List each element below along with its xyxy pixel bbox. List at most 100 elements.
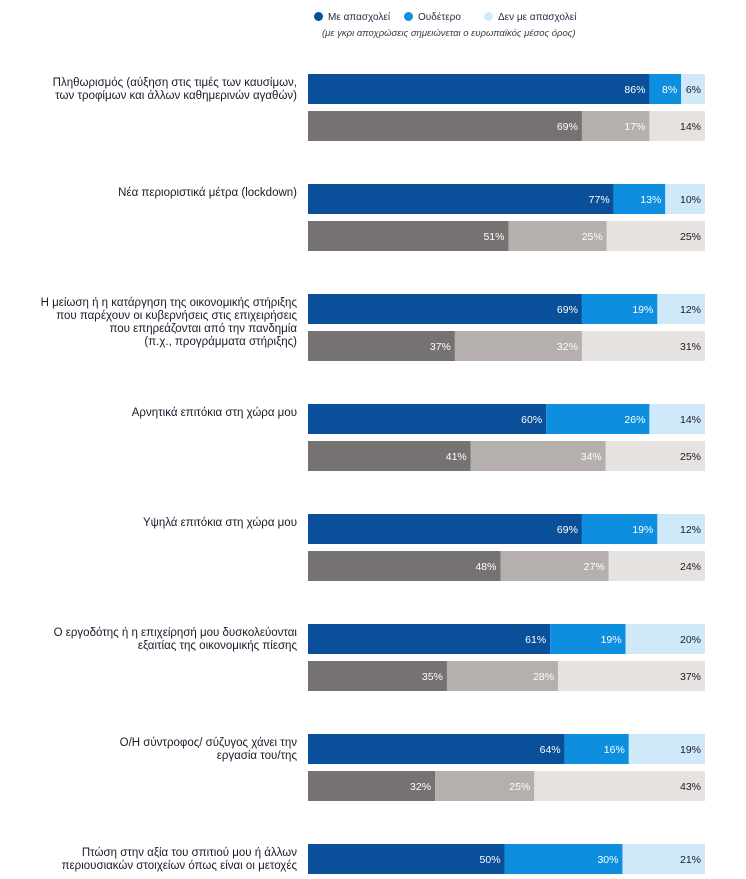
bar-country-3-seg-0 <box>308 404 547 434</box>
legend-item-not-concerned: Δεν με απασχολεί <box>484 11 576 25</box>
legend-swatch-not-concerned <box>484 12 493 21</box>
bar-country-0-seg-0 <box>308 74 650 104</box>
category-label-2-line-3: (π.χ., προγράμματα στήριξης) <box>144 336 297 348</box>
bar-country-5-seg-1 <box>550 624 626 654</box>
bar-country-2-seg-2 <box>657 294 705 324</box>
bar-country-1-seg-2 <box>665 184 705 214</box>
bar-country-0-seg-2 <box>681 74 705 104</box>
category-label-0-line-0: Πληθωρισμός (αύξηση στις τιμές των καυσί… <box>53 77 297 89</box>
bar-label-europe-2-seg-2: 31% <box>680 341 701 353</box>
bar-label-country-3-seg-0: 60% <box>521 414 542 426</box>
bar-country-1-seg-1 <box>613 184 666 214</box>
bar-label-country-5-seg-2: 20% <box>680 634 701 646</box>
category-label-2-line-1: που παρέχουν οι κυβερνήσεις στις επιχειρ… <box>56 310 297 322</box>
bar-country-3-seg-1 <box>546 404 650 434</box>
bar-europe-3-seg-0 <box>308 441 471 471</box>
bar-country-0-seg-1 <box>649 74 682 104</box>
legend-swatch-neutral <box>404 12 413 21</box>
category-label-2-line-0: Η μείωση ή η κατάργηση της οικονομικής σ… <box>41 297 298 309</box>
bar-label-country-2-seg-1: 19% <box>632 304 653 316</box>
bar-country-4-seg-0 <box>308 514 582 544</box>
bar-europe-4-seg-1 <box>500 551 609 581</box>
bar-label-europe-6-seg-2: 43% <box>680 781 701 793</box>
bar-country-4-seg-2 <box>657 514 705 544</box>
bar-label-europe-0-seg-2: 14% <box>680 121 701 133</box>
bar-label-europe-0-seg-0: 69% <box>557 121 578 133</box>
bar-label-europe-2-seg-0: 37% <box>430 341 451 353</box>
bar-label-country-4-seg-2: 12% <box>680 524 701 536</box>
category-label-0-line-1: των τροφίμων και άλλων καθημερινών αγαθώ… <box>55 90 297 102</box>
bar-europe-6-seg-1 <box>435 771 535 801</box>
legend-label-not-concerned: Δεν με απασχολεί <box>498 12 577 23</box>
bar-label-country-6-seg-2: 19% <box>680 744 701 756</box>
category-label-1-line-0: Νέα περιοριστικά μέτρα (lockdown) <box>118 187 297 199</box>
bar-label-country-7-seg-0: 50% <box>480 854 501 866</box>
bar-label-country-0-seg-1: 8% <box>662 84 677 96</box>
bar-label-country-5-seg-0: 61% <box>525 634 546 646</box>
bar-country-7-seg-0 <box>308 844 505 874</box>
bar-label-country-2-seg-2: 12% <box>680 304 701 316</box>
bar-europe-0-seg-0 <box>308 111 582 141</box>
bar-label-country-7-seg-2: 21% <box>680 854 701 866</box>
category-label-5-line-0: Ο εργοδότης ή η επιχείρησή μου δυσκολεύο… <box>54 627 298 639</box>
bar-label-country-4-seg-0: 69% <box>557 524 578 536</box>
category-label-6-line-1: εργασία του/της <box>217 750 298 762</box>
bar-label-europe-5-seg-2: 37% <box>680 671 701 683</box>
bar-label-europe-0-seg-1: 17% <box>624 121 645 133</box>
bar-label-europe-5-seg-0: 35% <box>422 671 443 683</box>
legend-item-concerned: Με απασχολεί <box>314 11 390 25</box>
bar-country-6-seg-2 <box>628 734 705 764</box>
bar-label-europe-4-seg-0: 48% <box>475 561 496 573</box>
bar-label-country-5-seg-1: 19% <box>601 634 622 646</box>
category-label-7-line-1: περιουσιακών στοιχείων όπως είναι οι μετ… <box>62 860 298 872</box>
bar-europe-5-seg-0 <box>308 661 447 691</box>
bar-label-europe-1-seg-2: 25% <box>680 231 701 243</box>
category-label-2-line-2: που επηρεάζονται από την πανδημία <box>109 323 297 335</box>
bar-label-country-2-seg-0: 69% <box>557 304 578 316</box>
bar-label-country-6-seg-0: 64% <box>540 744 561 756</box>
bar-europe-6-seg-2 <box>534 771 705 801</box>
bar-country-5-seg-0 <box>308 624 551 654</box>
bar-label-europe-4-seg-1: 27% <box>584 561 605 573</box>
bar-europe-2-seg-1 <box>454 331 582 361</box>
bar-europe-0-seg-2 <box>649 111 705 141</box>
bar-label-country-0-seg-0: 86% <box>624 84 645 96</box>
bar-label-country-6-seg-1: 16% <box>604 744 625 756</box>
bar-country-1-seg-0 <box>308 184 614 214</box>
bar-label-europe-4-seg-2: 24% <box>680 561 701 573</box>
bar-europe-4-seg-2 <box>608 551 705 581</box>
bar-europe-5-seg-2 <box>558 661 705 691</box>
bar-europe-6-seg-0 <box>308 771 436 801</box>
category-label-6-line-0: Ο/Η σύντροφος/ σύζυγος χάνει την <box>120 737 298 749</box>
bar-country-6-seg-0 <box>308 734 565 764</box>
bar-label-europe-3-seg-0: 41% <box>446 451 467 463</box>
bar-label-country-1-seg-0: 77% <box>589 194 610 206</box>
bar-label-country-3-seg-2: 14% <box>680 414 701 426</box>
bar-europe-3-seg-1 <box>470 441 606 471</box>
bar-country-6-seg-1 <box>564 734 629 764</box>
bar-label-europe-2-seg-1: 32% <box>557 341 578 353</box>
legend: Με απασχολεί Ουδέτερο Δεν με απασχολεί (… <box>308 8 738 42</box>
bar-country-7-seg-2 <box>622 844 705 874</box>
bar-europe-1-seg-1 <box>508 221 607 251</box>
bar-label-europe-1-seg-0: 51% <box>483 231 504 243</box>
bar-label-europe-3-seg-2: 25% <box>680 451 701 463</box>
category-label-3-line-0: Αρνητικά επιτόκια στη χώρα μου <box>132 407 297 419</box>
bar-country-4-seg-1 <box>581 514 658 544</box>
bar-label-europe-6-seg-1: 25% <box>509 781 530 793</box>
bar-label-europe-3-seg-1: 34% <box>581 451 602 463</box>
bar-country-5-seg-2 <box>625 624 705 654</box>
legend-label-concerned: Με απασχολεί <box>328 12 391 23</box>
bar-label-europe-6-seg-0: 32% <box>410 781 431 793</box>
legend-label-neutral: Ουδέτερο <box>418 12 461 23</box>
legend-swatch-concerned <box>314 12 323 21</box>
bar-europe-4-seg-0 <box>308 551 501 581</box>
bar-label-country-1-seg-2: 10% <box>680 194 701 206</box>
category-label-4-line-0: Υψηλά επιτόκια στη χώρα μου <box>143 517 297 529</box>
bar-europe-1-seg-0 <box>308 221 509 251</box>
bar-label-europe-5-seg-1: 28% <box>533 671 554 683</box>
bar-europe-0-seg-1 <box>581 111 650 141</box>
bar-europe-1-seg-2 <box>606 221 705 251</box>
bar-country-2-seg-0 <box>308 294 582 324</box>
